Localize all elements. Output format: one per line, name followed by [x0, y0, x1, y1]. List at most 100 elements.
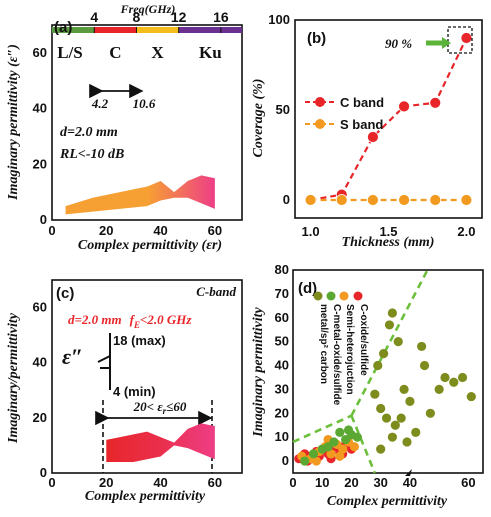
range-bracket — [100, 333, 111, 390]
band-label-ls: L/S — [57, 43, 83, 62]
condition-thickness: d=2.0 mm — [68, 312, 122, 327]
legend-marker — [353, 291, 363, 301]
x-axis-label: Thickness (mm) — [342, 235, 435, 250]
axis-marker — [405, 469, 412, 476]
data-point-3 — [376, 444, 386, 454]
y-axis-label: Imaginary/permittivity — [6, 312, 21, 444]
legend-marker — [315, 119, 325, 129]
panel-c-title: C-band — [196, 284, 236, 299]
x-tick-labels: 0 20 40 60 — [48, 223, 222, 238]
y-tick-label: 20 — [33, 156, 47, 171]
y-tick-labels: 0 20 40 60 — [33, 45, 47, 227]
y-axis-label: Imaginary permittivity (ε″) — [6, 44, 21, 201]
x-tick-label: 20 — [99, 223, 113, 238]
data-point-3 — [390, 420, 400, 430]
data-point-c-band — [367, 131, 379, 143]
range-high-label: 10.6 — [133, 96, 156, 111]
data-point-1 — [349, 442, 359, 452]
band-segment-ku — [178, 27, 242, 33]
frequency-band-bar — [52, 27, 242, 33]
panel-c: (c) C-band d=2.0 mm fE<2.0 GHz ε″ 18 (max… — [6, 279, 243, 504]
x-axis-label: Complex permittivity — [327, 494, 448, 509]
x-tick-labels: 0 10 20 30 40 60 — [289, 475, 475, 490]
x-tick-label: 20 — [99, 475, 113, 490]
data-point-3 — [449, 377, 459, 387]
x-tick-label: 40 — [403, 475, 417, 490]
band-labels: L/S C X Ku — [57, 43, 221, 62]
y-axis-label: Coverage (%) — [251, 79, 266, 158]
x-tick-label: 60 — [461, 475, 475, 490]
data-point-3 — [434, 384, 444, 395]
freq-tick-label: 16 — [213, 9, 229, 25]
y-tick-label: 30 — [275, 381, 289, 396]
legend-label: Semi-heterojuction — [344, 304, 355, 395]
y-tick-label: 0 — [283, 192, 290, 207]
coverage-annotation: 90 % — [385, 36, 412, 51]
data-point-3 — [440, 372, 450, 383]
data-point-3 — [393, 337, 403, 347]
freq-tick-label: 12 — [171, 9, 187, 25]
highlight-box — [447, 26, 473, 54]
data-point-c-band — [429, 96, 442, 109]
x-tick-labels: 0 20 40 60 — [48, 475, 222, 490]
panel-a-frame — [51, 24, 243, 221]
range-label-sub: r — [163, 406, 167, 416]
series-points — [304, 32, 473, 206]
y-tick-label: 50 — [276, 102, 290, 117]
data-point-3 — [376, 403, 386, 414]
legend-label: S band — [340, 117, 383, 132]
y-tick-label: 60 — [275, 310, 289, 325]
data-point-3 — [384, 320, 395, 330]
band-segment-x — [136, 27, 179, 33]
y-tick-label: 0 — [282, 453, 289, 468]
condition-sub: E — [133, 320, 140, 330]
panel-a: Freq(GHz) 4 8 12 16 L/S C X Ku (a) 4.2 10.6 d=… — [6, 2, 243, 253]
x-tick-label: 2.0 — [457, 224, 475, 239]
data-point-2 — [308, 449, 319, 459]
legend-label: C-oxide/sulfide — [358, 304, 369, 376]
data-point-2 — [352, 432, 362, 442]
data-point-3 — [381, 413, 392, 423]
y-tick-label: 40 — [33, 101, 47, 116]
range-label-text: 20< ε — [133, 399, 164, 414]
panel-b-frame — [294, 19, 483, 219]
data-point-2 — [300, 456, 310, 466]
freq-tick-label: 8 — [133, 9, 141, 25]
y-tick-label: 20 — [33, 410, 47, 425]
frequency-ticks: 4 8 12 16 — [90, 9, 229, 33]
legend-marker — [315, 97, 325, 107]
x-tick-labels: 1.0 1.5 2.0 — [302, 224, 476, 239]
data-point-3 — [379, 348, 389, 359]
scatter-points — [294, 308, 476, 466]
panel-d-tag: (d) — [298, 280, 317, 297]
data-point-3 — [387, 432, 397, 442]
y-tick-label: 0 — [40, 212, 47, 227]
panel-a-tag: (a) — [54, 19, 72, 36]
x-tick-label: 60 — [208, 475, 222, 490]
band-segment-ls — [52, 27, 95, 33]
y-tick-label: 10 — [275, 429, 289, 444]
data-point-s-band — [429, 194, 442, 206]
range-label: 20< εr≤60 — [133, 399, 187, 416]
data-point-3 — [387, 308, 397, 318]
x-tick-label: 0 — [289, 475, 296, 490]
data-point-1 — [335, 451, 345, 461]
panel-b-tag: (b) — [307, 30, 326, 47]
condition-f: f — [130, 312, 136, 327]
max-label: 18 (max) — [113, 333, 166, 348]
y-tick-label: 40 — [33, 355, 47, 370]
y-tick-label: 60 — [33, 300, 47, 315]
panel-c-frame — [51, 279, 243, 474]
freq-axis-label: Freq(GHz) — [120, 2, 176, 16]
data-point-3 — [373, 360, 383, 371]
data-point-3 — [411, 427, 421, 437]
y-tick-label: 80 — [275, 262, 289, 277]
y-tick-label: 100 — [268, 12, 290, 27]
data-point-3 — [419, 360, 430, 371]
legend-marker — [313, 291, 323, 301]
panel-d: (d) C-oxide/sulfideSemi-heterojuctionC-m… — [251, 262, 484, 509]
annotation-arrowhead — [442, 37, 451, 49]
range-label-tail: ≤60 — [166, 399, 187, 414]
legend-marker — [326, 291, 336, 301]
data-point-s-band — [367, 194, 379, 206]
